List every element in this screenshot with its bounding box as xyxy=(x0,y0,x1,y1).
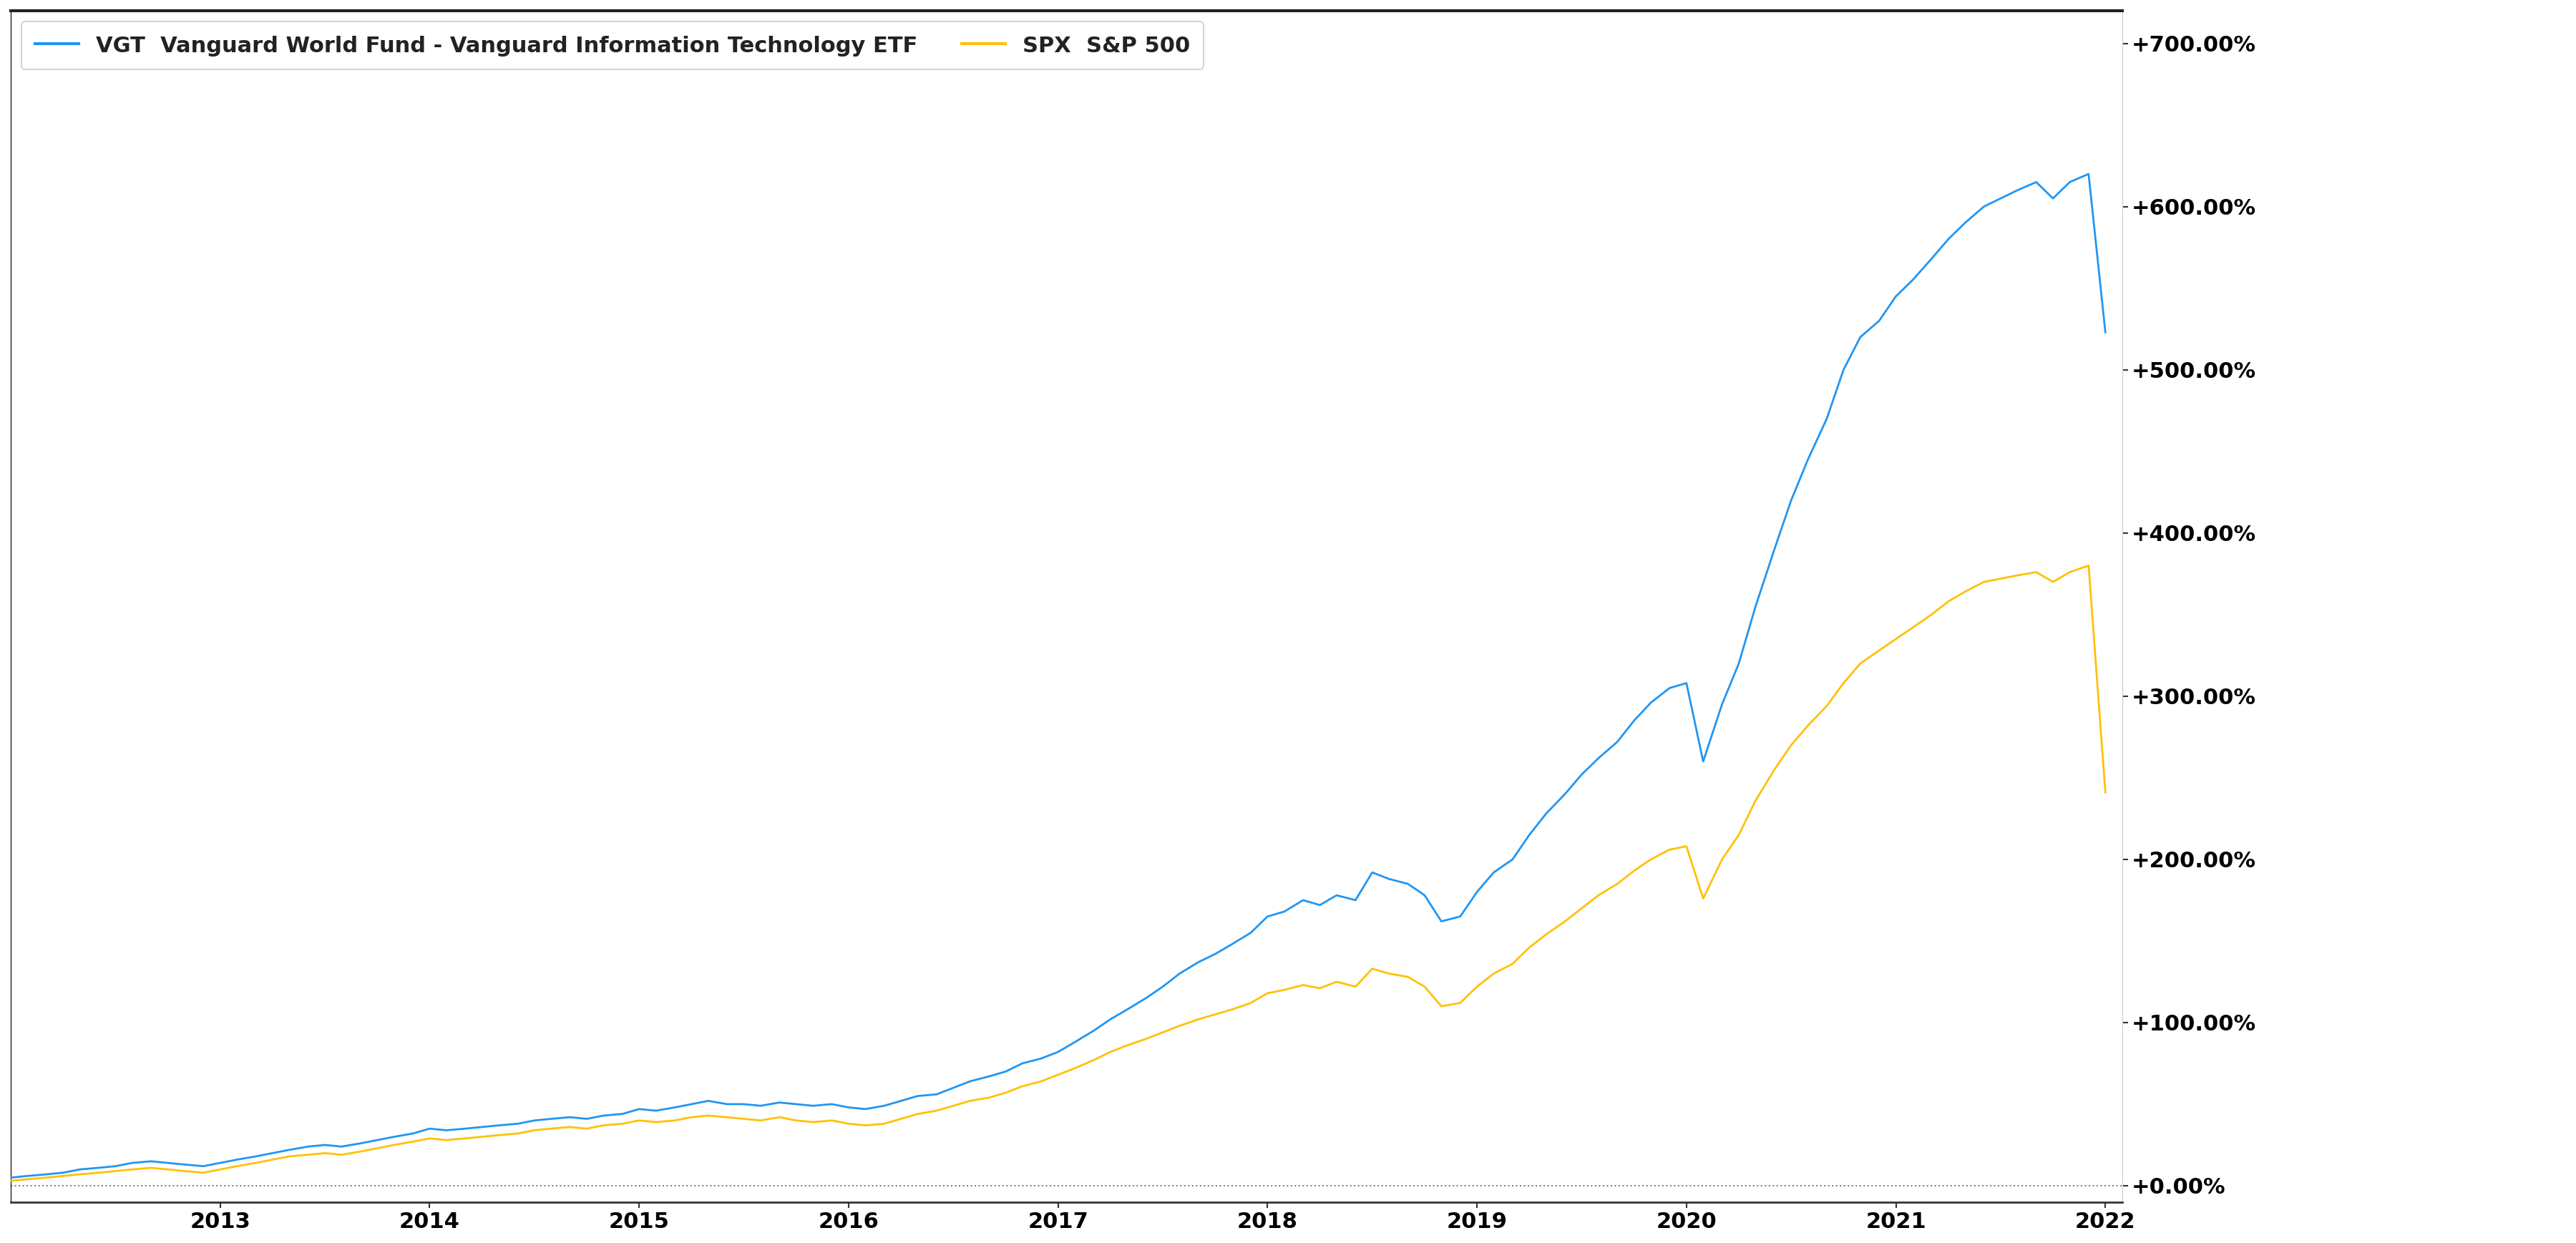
Legend: VGT  Vanguard World Fund - Vanguard Information Technology ETF, SPX  S&P 500: VGT Vanguard World Fund - Vanguard Infor… xyxy=(21,21,1203,70)
